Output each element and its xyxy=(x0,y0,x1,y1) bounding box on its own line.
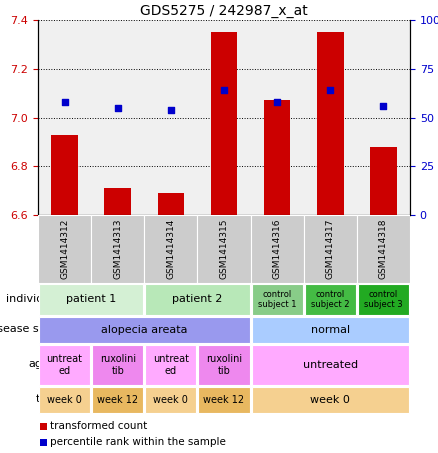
Bar xyxy=(198,345,250,385)
Bar xyxy=(145,386,196,414)
Text: GSM1414313: GSM1414313 xyxy=(113,219,122,279)
Bar xyxy=(305,284,356,315)
Bar xyxy=(40,439,47,445)
Bar xyxy=(252,284,303,315)
Bar xyxy=(370,147,397,215)
Polygon shape xyxy=(67,324,80,336)
Bar xyxy=(198,386,250,414)
Text: week 0: week 0 xyxy=(311,395,350,405)
Text: time: time xyxy=(35,395,61,405)
Point xyxy=(167,106,174,113)
Text: untreated: untreated xyxy=(303,360,358,370)
Text: control
subject 3: control subject 3 xyxy=(364,290,403,309)
Text: transformed count: transformed count xyxy=(50,421,147,431)
Text: normal: normal xyxy=(311,325,350,335)
Text: control
subject 1: control subject 1 xyxy=(258,290,297,309)
Point xyxy=(220,87,227,94)
Text: ruxolini
tib: ruxolini tib xyxy=(100,354,136,376)
Polygon shape xyxy=(67,357,80,373)
Bar xyxy=(39,284,143,315)
Bar xyxy=(144,215,198,283)
Text: agent: agent xyxy=(28,359,61,369)
Bar xyxy=(145,345,196,385)
Text: week 0: week 0 xyxy=(47,395,82,405)
Text: patient 2: patient 2 xyxy=(172,294,223,304)
Bar xyxy=(252,317,409,343)
Text: GSM1414318: GSM1414318 xyxy=(379,219,388,279)
Bar xyxy=(39,386,90,414)
Text: individual: individual xyxy=(6,294,61,304)
Text: alopecia areata: alopecia areata xyxy=(101,325,187,335)
Text: control
subject 2: control subject 2 xyxy=(311,290,350,309)
Text: week 12: week 12 xyxy=(203,395,244,405)
Text: week 12: week 12 xyxy=(97,395,138,405)
Point xyxy=(327,87,334,94)
Polygon shape xyxy=(67,293,80,306)
Bar xyxy=(251,215,304,283)
Text: GSM1414312: GSM1414312 xyxy=(60,219,69,279)
Text: GSM1414314: GSM1414314 xyxy=(166,219,175,279)
Text: week 0: week 0 xyxy=(153,395,188,405)
Bar xyxy=(357,215,410,283)
Bar xyxy=(51,135,78,215)
Bar xyxy=(211,32,237,215)
Point xyxy=(61,98,68,106)
Bar xyxy=(39,345,90,385)
Text: GSM1414316: GSM1414316 xyxy=(272,219,282,279)
Text: GDS5275 / 242987_x_at: GDS5275 / 242987_x_at xyxy=(140,4,308,18)
Bar xyxy=(92,386,143,414)
Bar xyxy=(252,345,409,385)
Text: untreat
ed: untreat ed xyxy=(46,354,83,376)
Bar xyxy=(252,386,409,414)
Bar xyxy=(38,215,91,283)
Text: disease state: disease state xyxy=(0,324,61,334)
Text: ruxolini
tib: ruxolini tib xyxy=(206,354,242,376)
Text: GSM1414317: GSM1414317 xyxy=(326,219,335,279)
Bar xyxy=(91,215,144,283)
Text: untreat
ed: untreat ed xyxy=(153,354,189,376)
Bar xyxy=(104,188,131,215)
Bar xyxy=(40,423,47,429)
Bar xyxy=(158,193,184,215)
Polygon shape xyxy=(67,395,80,405)
Bar xyxy=(39,317,250,343)
Bar xyxy=(317,32,343,215)
Bar xyxy=(358,284,409,315)
Point xyxy=(380,102,387,110)
Text: percentile rank within the sample: percentile rank within the sample xyxy=(50,437,226,447)
Bar xyxy=(304,215,357,283)
Point xyxy=(114,104,121,111)
Bar xyxy=(92,345,143,385)
Bar xyxy=(145,284,250,315)
Text: GSM1414315: GSM1414315 xyxy=(219,219,229,279)
Point xyxy=(274,98,281,106)
Text: patient 1: patient 1 xyxy=(66,294,116,304)
Bar xyxy=(198,215,251,283)
Bar xyxy=(264,101,290,215)
